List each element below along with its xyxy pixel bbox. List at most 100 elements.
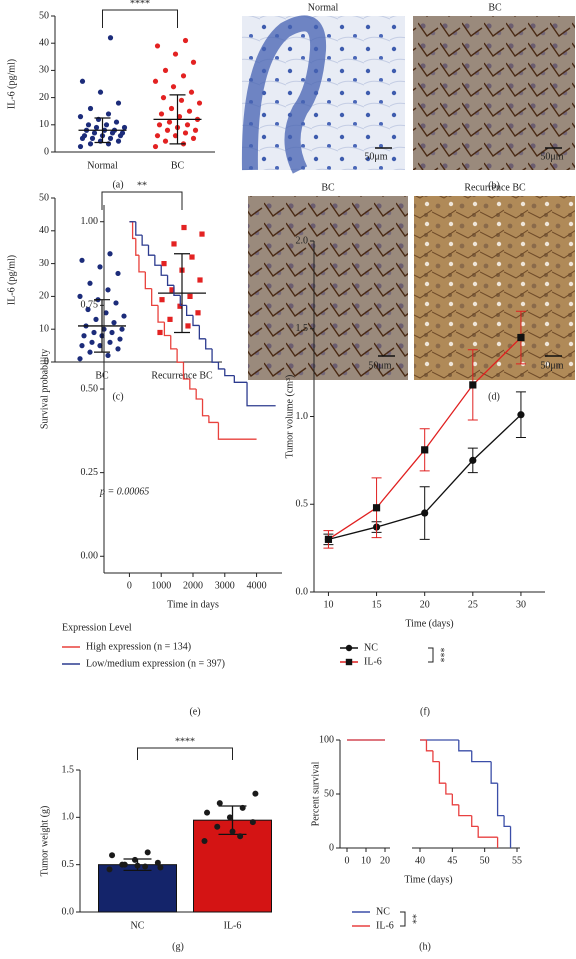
survival-step [182, 362, 190, 380]
marker [107, 135, 114, 141]
significance-label: **** [175, 736, 195, 747]
marker [186, 108, 193, 114]
marker [91, 329, 97, 336]
annotation: p = 0.00065 [99, 486, 149, 497]
x-tick-label: BC [171, 160, 185, 171]
survival-step [144, 271, 152, 290]
x-tick-label: 55 [512, 855, 522, 866]
marker [107, 251, 113, 257]
marker [77, 114, 84, 120]
y-tick-label: 2.0 [296, 235, 309, 246]
panel-caption: (c) [112, 391, 123, 402]
significance-bracket [400, 911, 406, 927]
survival-step [217, 422, 257, 440]
marker [105, 352, 111, 359]
x-tick-label: 40 [415, 855, 425, 866]
y-tick-label: 40 [39, 37, 49, 48]
marker [107, 339, 113, 345]
survival-step [246, 382, 276, 407]
x-axis-label: Time (days) [404, 874, 452, 885]
bar [193, 819, 272, 913]
significance-label: *** [435, 648, 446, 663]
marker [164, 127, 171, 133]
data-point [154, 859, 161, 866]
x-axis-label: Time (days) [405, 618, 453, 629]
marker [79, 343, 85, 349]
marker [160, 95, 167, 101]
marker [187, 293, 193, 299]
survival-step [201, 399, 209, 417]
y-axis-label: Tumor weight (g) [39, 806, 50, 877]
data-point [106, 866, 113, 873]
x-tick-label: 10 [361, 855, 371, 866]
data-point [157, 864, 164, 871]
marker [117, 336, 123, 342]
data-point [226, 814, 233, 821]
micrograph [414, 196, 575, 380]
marker [103, 310, 109, 316]
x-tick-label: Recurrence BC [151, 370, 213, 381]
survival-step [445, 783, 453, 795]
marker [109, 329, 115, 336]
x-axis-label: Time in days [167, 599, 219, 610]
survival-step [490, 761, 498, 784]
significance-bracket [137, 747, 233, 760]
y-tick-label: 50 [324, 788, 334, 799]
scale-bar-label: 50μm [540, 151, 563, 162]
marker [189, 254, 195, 260]
marker [469, 381, 477, 389]
marker [345, 658, 353, 666]
marker [85, 306, 91, 313]
x-tick-label: 20 [420, 599, 430, 610]
marker [115, 270, 121, 277]
marker [87, 349, 93, 355]
survival-step [471, 815, 479, 828]
data-point [252, 790, 259, 797]
marker [372, 504, 381, 512]
y-tick-label: 0.25 [81, 467, 99, 478]
survival-step [173, 285, 181, 296]
survival-step [432, 750, 440, 763]
legend-label: NC [376, 906, 390, 917]
y-tick-label: 10 [39, 119, 49, 130]
marker [188, 89, 195, 95]
y-axis-label: IL-6 (pg/ml) [6, 255, 17, 305]
survival-step [151, 288, 159, 307]
significance-bracket [101, 191, 183, 210]
scale-bar-label: 50μm [540, 360, 563, 371]
y-tick-label: 0 [329, 842, 334, 853]
survival-step [451, 794, 459, 806]
marker [87, 141, 94, 147]
x-tick-label: 30 [516, 599, 526, 610]
marker [169, 287, 175, 293]
legend-label: High expression (n = 134) [86, 641, 191, 652]
marker [158, 111, 165, 117]
panel-b: Normal 50μm BC 50μm (b) [241, 2, 575, 191]
x-tick-label: 45 [447, 855, 457, 866]
tile-label: Normal [308, 2, 339, 13]
marker [162, 138, 169, 144]
y-tick-label: 30 [39, 258, 49, 269]
marker [87, 280, 93, 286]
marker [196, 100, 203, 106]
x-tick-label: 0 [127, 580, 132, 591]
survival-step [477, 826, 498, 838]
marker [81, 333, 87, 339]
marker [517, 411, 525, 419]
survival-step [208, 415, 219, 424]
y-tick-label: 100 [319, 734, 334, 745]
y-tick-label: 0.50 [81, 383, 99, 394]
x-tick-label: 4000 [247, 580, 267, 591]
data-point [134, 862, 141, 869]
x-tick-label: NC [131, 920, 145, 931]
marker [119, 326, 125, 332]
marker [345, 644, 353, 652]
marker [93, 124, 100, 131]
marker [103, 122, 110, 128]
panel-caption: (h) [419, 941, 431, 952]
y-tick-label: 50 [39, 192, 49, 203]
survival-step [438, 761, 446, 784]
legend-label: Low/medium expression (n = 397) [86, 658, 225, 669]
survival-step [205, 338, 213, 350]
y-tick-label: 20 [39, 92, 49, 103]
